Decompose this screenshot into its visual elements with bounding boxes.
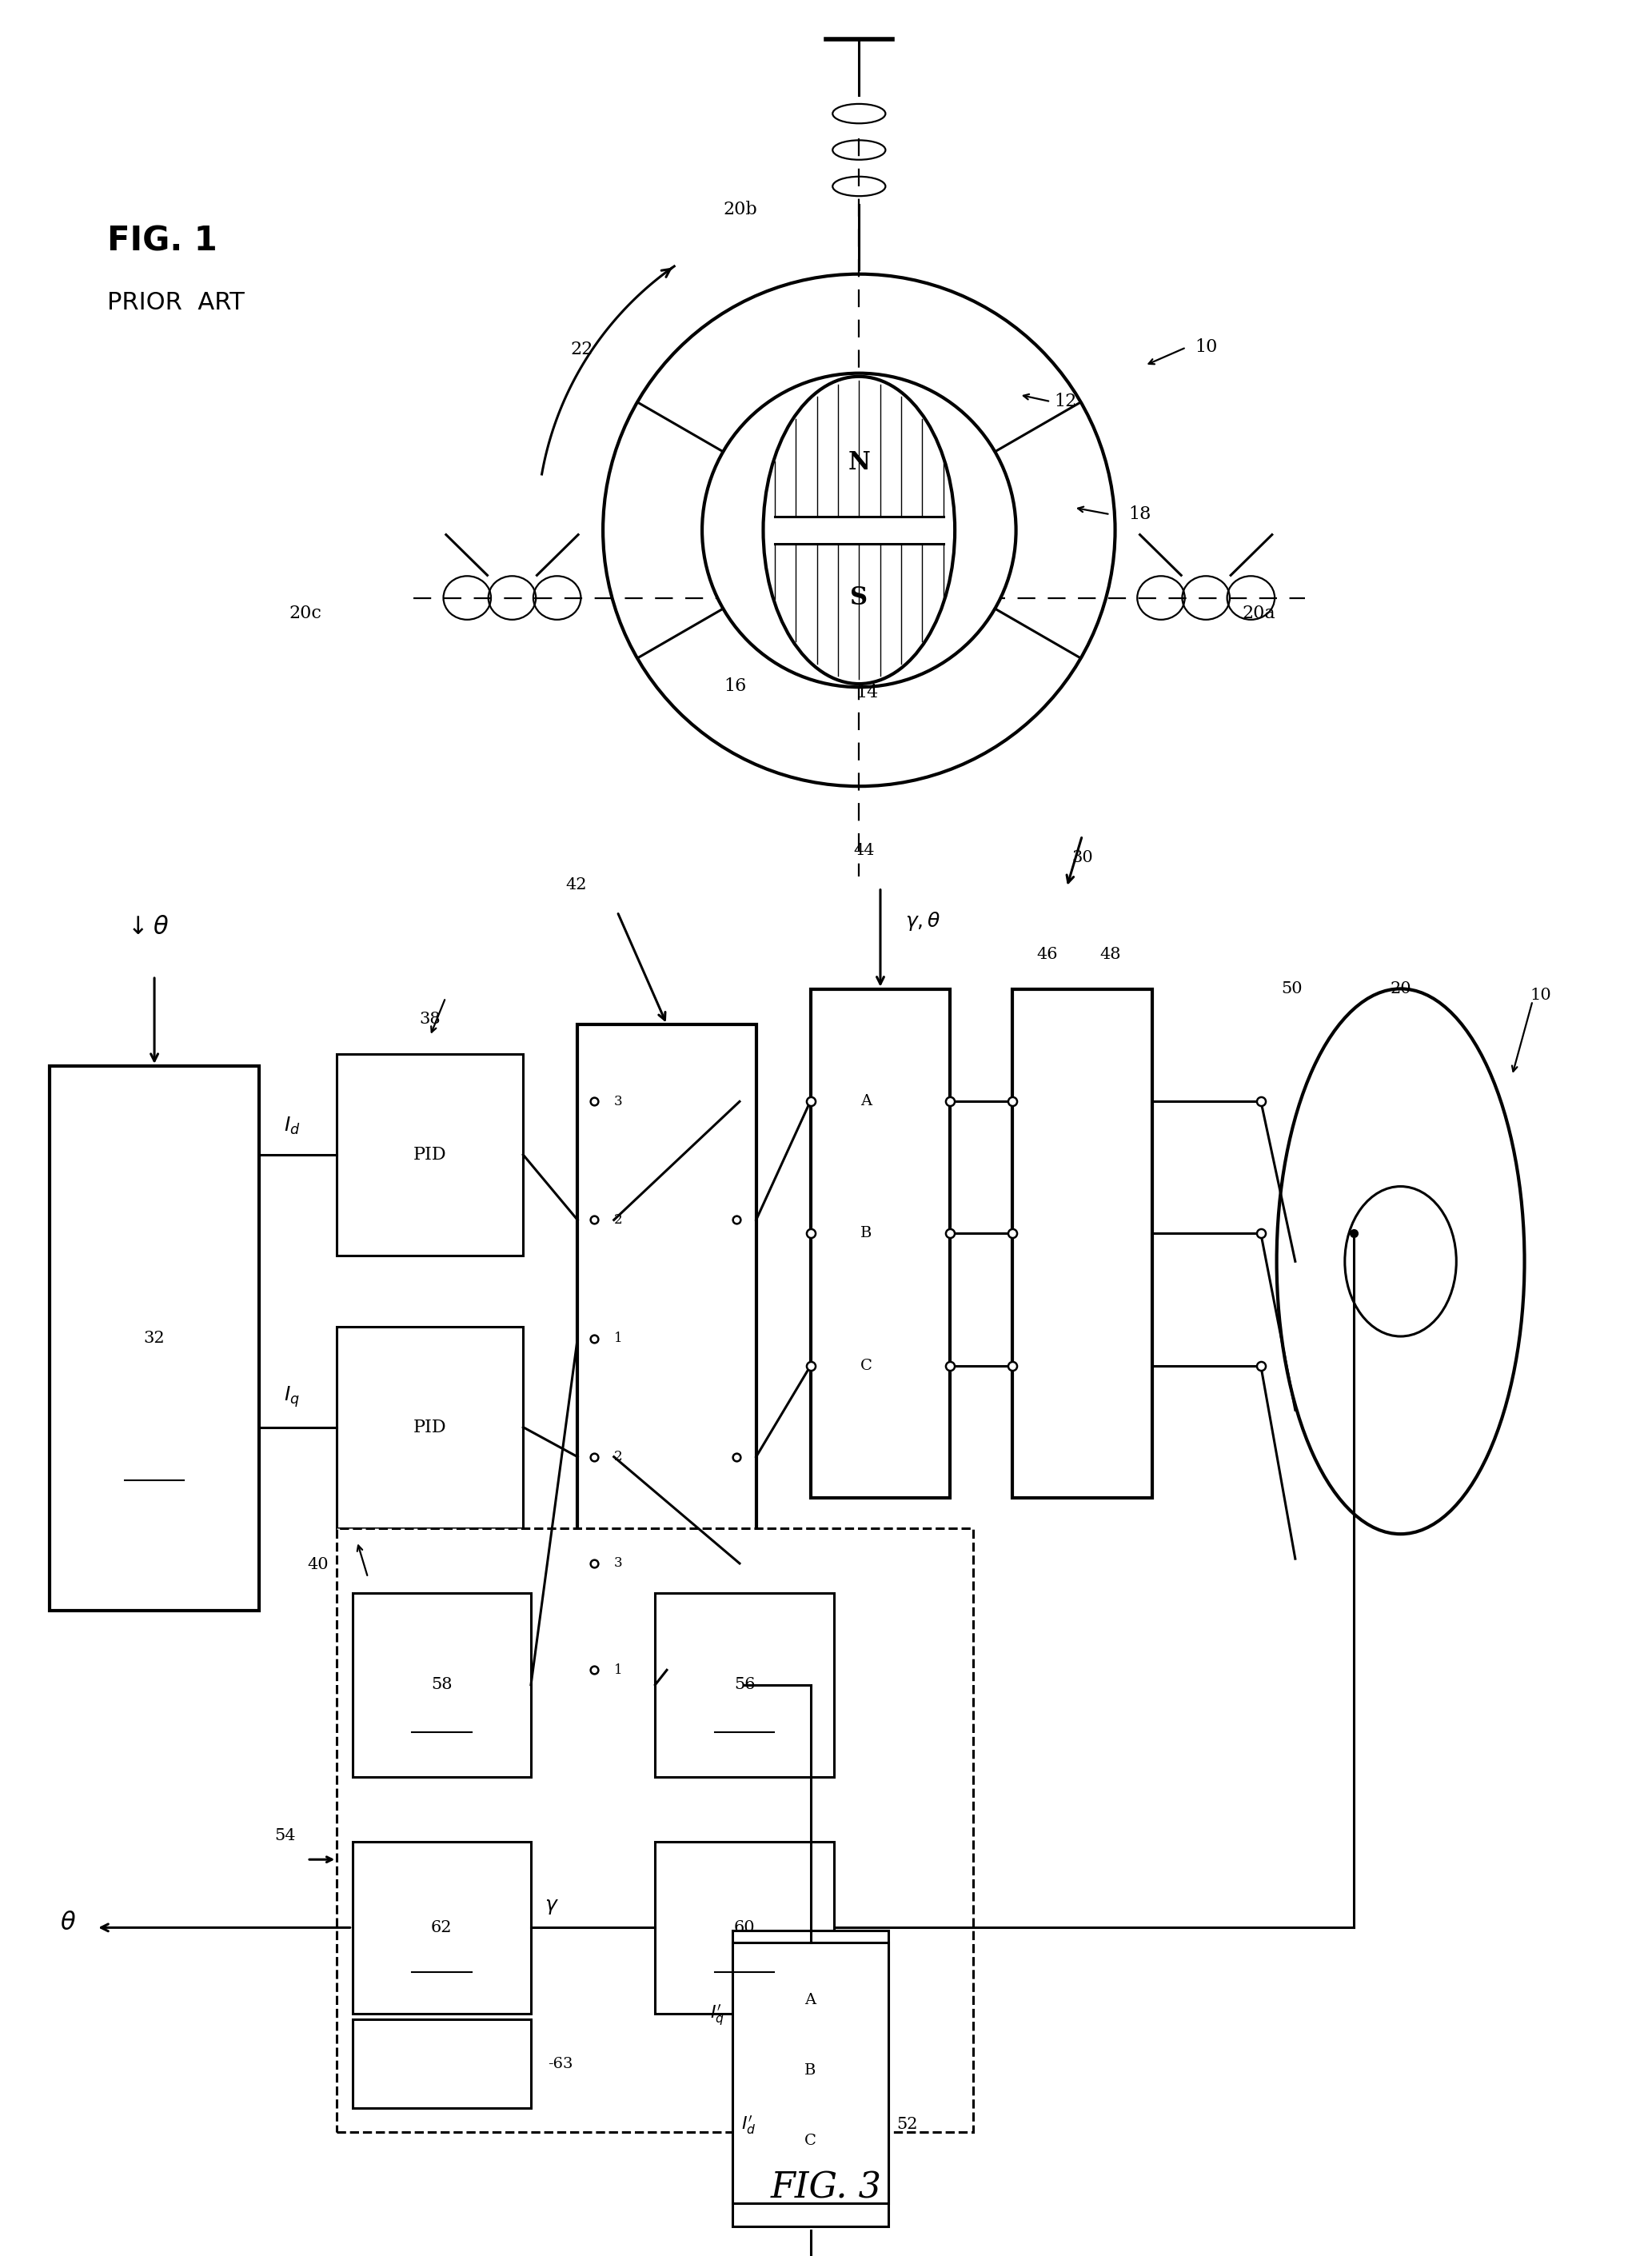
Text: 20b: 20b [724,201,757,219]
Text: 3: 3 [615,1557,623,1570]
Text: 32: 32 [144,1331,165,1347]
Text: S: S [851,587,867,609]
Text: A: A [805,1992,816,2008]
Bar [656,1593,834,1778]
Text: PID: PID [413,1419,446,1437]
Text: FIG. 3: FIG. 3 [770,2170,882,2206]
Text: 50: 50 [1282,981,1302,997]
Bar [1013,988,1151,1498]
Text: 16: 16 [724,677,747,695]
Bar [337,1527,973,2132]
Text: $I_d'$: $I_d'$ [742,2114,757,2136]
Text: 20c: 20c [289,605,322,623]
Text: 54: 54 [274,1827,296,1843]
Text: C: C [805,2134,816,2148]
Text: 40: 40 [307,1557,329,1572]
Text: N: N [847,451,871,474]
Text: PRIOR  ART: PRIOR ART [107,291,244,314]
Ellipse shape [763,377,955,684]
Text: $\theta$: $\theta$ [59,1911,76,1936]
Text: $I_d$: $I_d$ [284,1117,301,1137]
Text: 20: 20 [1389,981,1411,997]
Text: 1: 1 [615,1331,623,1345]
Ellipse shape [603,273,1115,787]
Text: A: A [861,1094,872,1108]
Bar [352,2019,530,2107]
Text: 60: 60 [733,1920,755,1936]
Text: $\gamma$: $\gamma$ [544,1897,558,1915]
Bar [352,1593,530,1778]
Text: 14: 14 [856,684,879,702]
Ellipse shape [1277,988,1525,1534]
Text: 10: 10 [1530,988,1551,1002]
Text: 1: 1 [615,1663,623,1676]
Text: 46: 46 [1037,948,1057,961]
Bar [578,1024,757,1676]
Text: 2: 2 [615,1214,623,1227]
Text: 2: 2 [615,1451,623,1464]
Bar [656,1841,834,2015]
Text: $I_q$: $I_q$ [284,1385,299,1410]
Text: B: B [805,2062,816,2078]
Bar [337,1054,524,1254]
Text: C: C [861,1358,872,1374]
Text: -63: -63 [547,2057,573,2071]
Text: FIG. 1: FIG. 1 [107,226,218,257]
Bar [337,1327,524,1527]
Ellipse shape [1345,1187,1457,1336]
Text: 38: 38 [420,1013,441,1026]
Text: 18: 18 [1128,505,1151,523]
Text: 30: 30 [1072,851,1094,864]
Text: 52: 52 [897,2116,917,2132]
Text: 20a: 20a [1242,605,1275,623]
Bar [352,1841,530,2015]
Bar [811,988,950,1498]
Text: 3: 3 [615,1094,623,1108]
Bar [50,1067,259,1611]
Text: PID: PID [413,1146,446,1164]
Text: $I_q'$: $I_q'$ [710,2003,725,2028]
Text: 56: 56 [733,1676,755,1692]
Text: 12: 12 [1054,393,1077,411]
Text: 48: 48 [1100,948,1120,961]
Text: 62: 62 [431,1920,453,1936]
Text: 42: 42 [565,878,586,891]
Text: $\downarrow\theta$: $\downarrow\theta$ [124,916,169,938]
Text: B: B [861,1227,872,1241]
Text: 10: 10 [1194,338,1218,356]
Bar [733,1942,889,2202]
Text: 44: 44 [852,844,874,857]
Text: 58: 58 [431,1676,453,1692]
Ellipse shape [702,372,1016,688]
Text: $\gamma,\theta$: $\gamma,\theta$ [905,909,940,932]
Text: 22: 22 [570,341,593,359]
Bar [733,1931,889,2227]
